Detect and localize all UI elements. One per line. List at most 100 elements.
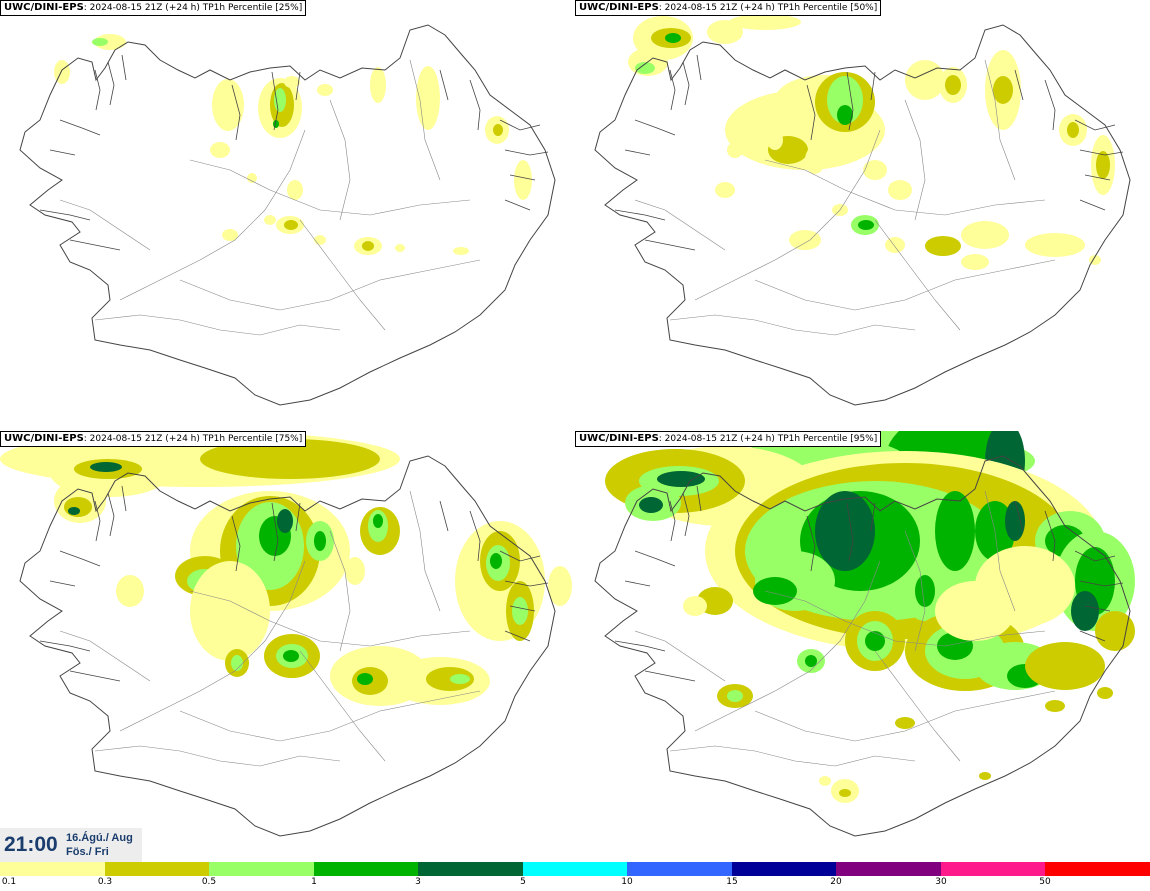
precip-area bbox=[895, 717, 915, 729]
fjord-line bbox=[94, 69, 101, 111]
fjord-line bbox=[870, 502, 876, 532]
precip-area bbox=[827, 76, 863, 124]
map-panel-p50: UWC/DINI-EPS: 2024-08-15 21Z (+24 h) TP1… bbox=[575, 0, 1150, 431]
fjord-line bbox=[1044, 79, 1056, 131]
legend-label: 15 bbox=[726, 877, 738, 887]
fjord-line bbox=[634, 550, 676, 567]
precip-area bbox=[727, 142, 743, 158]
legend-label: 30 bbox=[935, 877, 947, 887]
precip-area bbox=[935, 241, 951, 251]
road-line bbox=[329, 99, 351, 221]
legend-label: 10 bbox=[621, 877, 633, 887]
fjord-line bbox=[669, 69, 676, 111]
precip-map bbox=[19, 24, 556, 406]
road-line bbox=[59, 199, 151, 251]
fjord-line bbox=[509, 174, 536, 181]
model-name: UWC/DINI-EPS bbox=[579, 433, 659, 444]
legend-swatch bbox=[0, 862, 105, 876]
legend-label: 0.1 bbox=[1, 877, 17, 887]
road-line bbox=[904, 530, 926, 652]
panel-title: UWC/DINI-EPS: 2024-08-15 21Z (+24 h) TP1… bbox=[575, 0, 882, 16]
precip-area bbox=[54, 60, 70, 84]
legend-swatch bbox=[418, 862, 523, 876]
legend-label: 0.3 bbox=[97, 877, 113, 887]
panel-title: UWC/DINI-EPS: 2024-08-15 21Z (+24 h) TP1… bbox=[0, 431, 307, 447]
precip-area bbox=[190, 561, 270, 661]
fjord-line bbox=[39, 209, 91, 221]
fjord-line bbox=[504, 149, 549, 156]
legend-label: 0.5 bbox=[201, 877, 217, 887]
road-line bbox=[189, 159, 471, 216]
coastline bbox=[594, 24, 1131, 406]
precip-area bbox=[657, 471, 705, 487]
precip-area bbox=[858, 220, 874, 230]
legend-swatch bbox=[836, 862, 941, 876]
precip-area bbox=[1067, 122, 1079, 138]
fjord-line bbox=[271, 71, 279, 131]
road-line bbox=[694, 129, 881, 301]
panel-title: UWC/DINI-EPS: 2024-08-15 21Z (+24 h) TP1… bbox=[0, 0, 307, 16]
precip-area bbox=[683, 596, 707, 616]
road-line bbox=[409, 59, 441, 181]
fjord-line bbox=[121, 485, 127, 512]
precip-area bbox=[90, 462, 122, 472]
fjord-line bbox=[49, 149, 76, 156]
precip-map bbox=[0, 431, 572, 837]
precip-area bbox=[357, 673, 373, 685]
legend-swatch bbox=[731, 862, 837, 876]
legend-bar bbox=[0, 862, 1150, 876]
legend-swatch bbox=[313, 862, 419, 876]
fjord-line bbox=[846, 502, 854, 562]
precip-area bbox=[514, 160, 532, 200]
precip-area bbox=[314, 235, 326, 245]
fjord-line bbox=[295, 502, 301, 532]
precip-area bbox=[212, 79, 244, 131]
fjord-line bbox=[1084, 174, 1111, 181]
precip-area bbox=[92, 38, 108, 46]
fjord-line bbox=[624, 149, 651, 156]
fjord-line bbox=[59, 550, 101, 567]
valid-weekday: Fös./ Fri bbox=[66, 846, 109, 858]
fjord-line bbox=[121, 54, 127, 81]
fjord-line bbox=[69, 239, 121, 251]
precip-area bbox=[314, 531, 326, 551]
precip-area bbox=[837, 105, 853, 125]
precip-area bbox=[715, 182, 735, 198]
precip-area bbox=[453, 247, 469, 255]
fjord-line bbox=[295, 71, 301, 101]
precip-area bbox=[68, 507, 80, 515]
precip-area bbox=[819, 776, 831, 786]
precip-area bbox=[222, 229, 238, 241]
fjord-line bbox=[614, 209, 666, 221]
precip-area bbox=[345, 557, 365, 585]
precip-area bbox=[935, 491, 975, 571]
precip-area bbox=[865, 631, 885, 651]
fjord-line bbox=[614, 640, 666, 652]
fjord-line bbox=[1084, 605, 1111, 612]
fjord-line bbox=[69, 670, 121, 682]
fjord-line bbox=[1074, 550, 1116, 562]
panel-title: UWC/DINI-EPS: 2024-08-15 21Z (+24 h) TP1… bbox=[575, 431, 882, 447]
road-line bbox=[119, 560, 306, 732]
precip-area bbox=[395, 244, 405, 252]
valid-date: 16.Ágú./ Aug bbox=[66, 832, 133, 844]
map-panel-p95: UWC/DINI-EPS: 2024-08-15 21Z (+24 h) TP1… bbox=[575, 431, 1150, 862]
coastline bbox=[594, 455, 1131, 837]
fjord-line bbox=[1044, 510, 1056, 562]
precip-area bbox=[1025, 642, 1105, 690]
precip-layer bbox=[54, 34, 532, 255]
legend-swatch bbox=[522, 862, 628, 876]
road-line bbox=[694, 560, 881, 732]
precip-area bbox=[905, 60, 945, 100]
fjord-line bbox=[806, 84, 816, 141]
fjord-line bbox=[39, 640, 91, 652]
precip-area bbox=[490, 553, 502, 569]
precip-area bbox=[863, 160, 887, 180]
legend-label: 5 bbox=[520, 877, 526, 887]
fjord-line bbox=[634, 119, 676, 136]
road-line bbox=[119, 129, 306, 301]
precip-area bbox=[370, 67, 386, 103]
precip-area bbox=[362, 241, 374, 251]
precip-area bbox=[1096, 151, 1110, 179]
precip-area bbox=[493, 124, 503, 136]
